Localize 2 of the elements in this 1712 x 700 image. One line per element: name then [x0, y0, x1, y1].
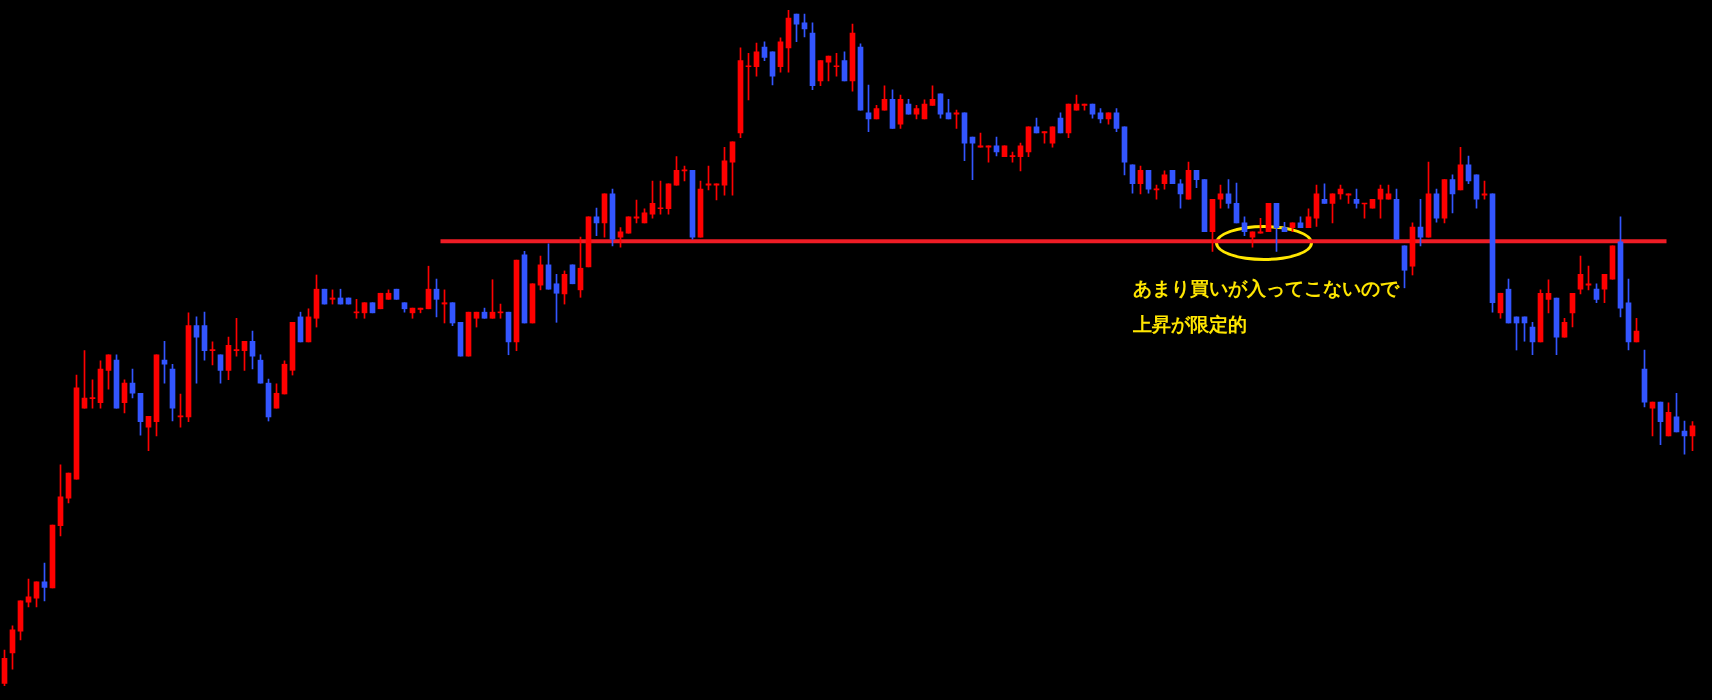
annotation: 上昇が限定的: [1133, 312, 1247, 337]
annotation: あまり買いが入ってこないので: [1133, 276, 1399, 301]
